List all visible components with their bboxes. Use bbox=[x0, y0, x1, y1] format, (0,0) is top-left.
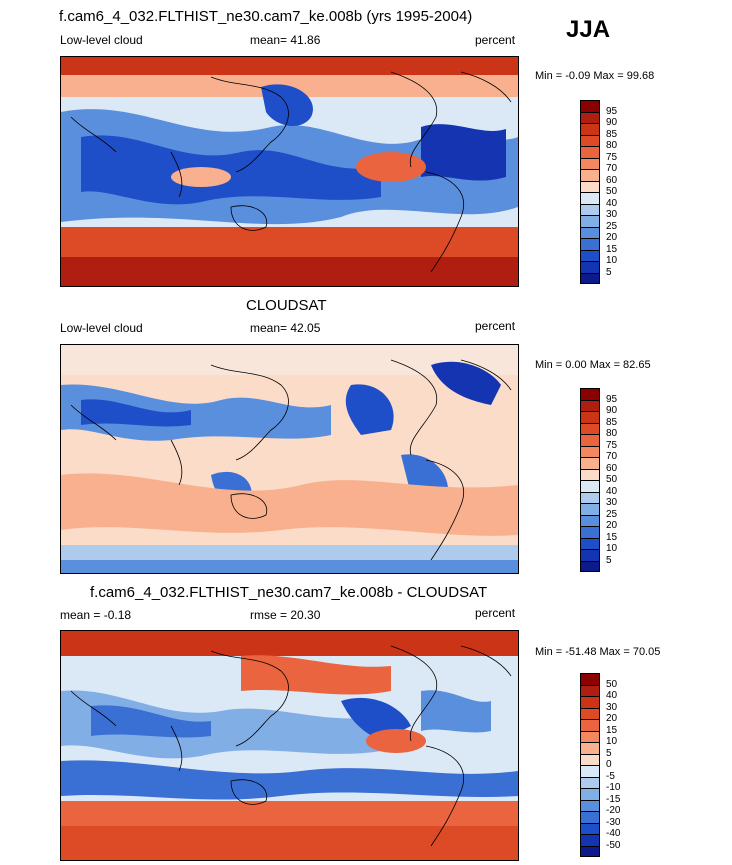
panel1-variable-label: Low-level cloud bbox=[60, 33, 143, 47]
colorbar-frame bbox=[580, 100, 600, 284]
colorbar-tick-label: 75 bbox=[606, 151, 618, 163]
colorbar-tick-label: 5 bbox=[606, 747, 612, 759]
colorbar-tick-label: 50 bbox=[606, 186, 618, 197]
colorbar-tick-label: 95 bbox=[606, 393, 618, 405]
colorbar-tick-label: 60 bbox=[606, 174, 618, 186]
panel3-map bbox=[60, 630, 519, 861]
panel2-units-label: percent bbox=[475, 319, 516, 333]
colorbar-tick-label: 30 bbox=[606, 701, 618, 713]
colorbar-frame bbox=[580, 673, 600, 857]
colorbar-tick-label: 0 bbox=[606, 759, 612, 770]
season-label: JJA bbox=[566, 16, 611, 43]
panel3-minmax: Min = -51.48 Max = 70.05 bbox=[535, 646, 661, 658]
panel2-variable-label: Low-level cloud bbox=[60, 321, 143, 335]
colorbar-tick-label: 40 bbox=[606, 690, 618, 701]
panel3-title: f.cam6_4_032.FLTHIST_ne30.cam7_ke.008b -… bbox=[90, 584, 488, 601]
colorbar-tick-label: 10 bbox=[606, 736, 618, 747]
colorbar-tick-label: -5 bbox=[606, 770, 615, 782]
colorbar-tick-label: 75 bbox=[606, 439, 618, 451]
colorbar-tick-label: 70 bbox=[606, 451, 618, 462]
panel2-map bbox=[60, 344, 519, 574]
colorbar-tick-label: 10 bbox=[606, 543, 618, 554]
colorbar-tick-label: 30 bbox=[606, 497, 618, 508]
panel2-minmax: Min = 0.00 Max = 82.65 bbox=[535, 359, 651, 371]
colorbar-tick-label: 60 bbox=[606, 462, 618, 474]
panel3-units-label: percent bbox=[475, 606, 516, 620]
panel2-mean-label: mean= 42.05 bbox=[250, 321, 321, 335]
colorbar-tick-label: 85 bbox=[606, 128, 618, 140]
panel3-mean-label: mean = -0.18 bbox=[60, 608, 132, 622]
colorbar-tick-label: 50 bbox=[606, 474, 618, 485]
colorbar-tick-label: -50 bbox=[606, 839, 621, 851]
colorbar-tick-label: -40 bbox=[606, 828, 621, 839]
colorbar-tick-label: 90 bbox=[606, 405, 618, 416]
colorbar-tick-label: 15 bbox=[606, 724, 618, 736]
panel1-title: f.cam6_4_032.FLTHIST_ne30.cam7_ke.008b (… bbox=[59, 8, 473, 25]
panel1-units-label: percent bbox=[475, 33, 516, 47]
colorbar-tick-label: 15 bbox=[606, 531, 618, 543]
colorbar-tick-label: 5 bbox=[606, 266, 612, 278]
panel1-mean-label: mean= 41.86 bbox=[250, 33, 321, 47]
panel1-map bbox=[60, 56, 519, 287]
panel2-coastlines bbox=[70, 359, 512, 561]
colorbar-tick-label: 20 bbox=[606, 520, 618, 531]
colorbar-tick-label: 20 bbox=[606, 713, 618, 724]
colorbar-tick-label: 80 bbox=[606, 428, 618, 439]
colorbar-tick-label: -20 bbox=[606, 805, 621, 816]
colorbar-tick-label: 40 bbox=[606, 197, 618, 209]
colorbar-tick-label: 20 bbox=[606, 232, 618, 243]
colorbar-tick-label: 10 bbox=[606, 255, 618, 266]
colorbar-tick-label: 70 bbox=[606, 163, 618, 174]
colorbar-tick-label: 90 bbox=[606, 117, 618, 128]
colorbar-tick-label: -10 bbox=[606, 782, 621, 793]
colorbar-tick-label: -15 bbox=[606, 793, 621, 805]
panel2-title: CLOUDSAT bbox=[246, 297, 327, 314]
colorbar-tick-label: 25 bbox=[606, 508, 618, 520]
colorbar-tick-label: 95 bbox=[606, 105, 618, 117]
colorbar-frame bbox=[580, 388, 600, 572]
colorbar-tick-label: 5 bbox=[606, 554, 612, 566]
panel1-coastlines bbox=[70, 71, 512, 273]
colorbar-tick-label: 15 bbox=[606, 243, 618, 255]
colorbar-tick-label: 50 bbox=[606, 678, 618, 690]
colorbar-tick-label: -30 bbox=[606, 816, 621, 828]
colorbar-tick-label: 25 bbox=[606, 220, 618, 232]
colorbar-tick-label: 40 bbox=[606, 485, 618, 497]
colorbar-tick-label: 30 bbox=[606, 209, 618, 220]
panel1-minmax: Min = -0.09 Max = 99.68 bbox=[535, 70, 655, 82]
panel3-coastlines bbox=[70, 645, 512, 847]
colorbar-tick-label: 80 bbox=[606, 140, 618, 151]
panel3-rmse-label: rmse = 20.30 bbox=[250, 608, 321, 622]
colorbar-tick-label: 85 bbox=[606, 416, 618, 428]
